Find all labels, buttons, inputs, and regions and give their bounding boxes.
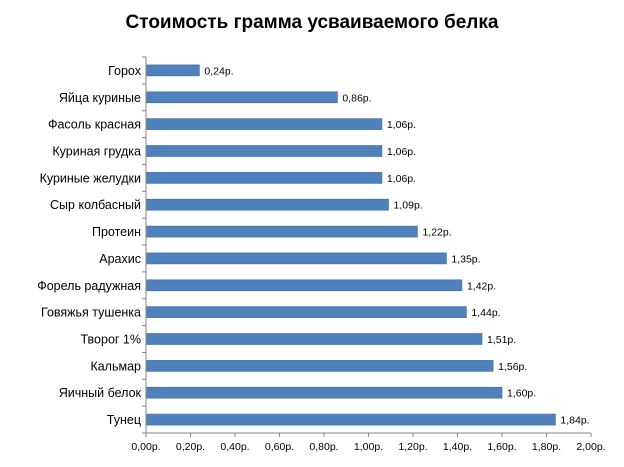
x-tick-label: 0,60р. xyxy=(265,441,294,453)
x-tick-label: 0,00р. xyxy=(131,441,160,453)
data-label: 1,22р. xyxy=(422,227,451,239)
category-label: Горох xyxy=(108,64,142,78)
data-label: 0,24р. xyxy=(204,65,233,77)
bar xyxy=(145,333,483,345)
bar xyxy=(145,386,503,399)
data-label: 1,56р. xyxy=(498,361,527,373)
category-label: Говяжья тушенка xyxy=(41,306,141,320)
x-tick-label: 0,20р. xyxy=(176,441,205,453)
data-label: 1,42р. xyxy=(467,280,496,292)
chart-title: Стоимость грамма усваиваемого белка xyxy=(125,12,499,33)
data-label: 1,06р. xyxy=(387,173,416,185)
x-tick-label: 1,40р. xyxy=(443,441,472,453)
bar xyxy=(145,198,389,211)
data-label: 1,51р. xyxy=(487,334,516,346)
bar xyxy=(145,172,383,184)
bar xyxy=(145,64,200,77)
data-label: 1,84р. xyxy=(560,415,589,427)
bar xyxy=(145,360,494,372)
data-label: 1,60р. xyxy=(507,388,536,400)
category-label: Кальмар xyxy=(90,359,141,373)
data-label: 1,35р. xyxy=(451,253,480,265)
x-tick-label: 0,40р. xyxy=(220,441,249,453)
data-label: 1,06р. xyxy=(387,146,416,158)
data-label: 1,06р. xyxy=(387,119,416,131)
category-label: Арахис xyxy=(99,252,141,266)
bar xyxy=(145,279,463,292)
category-label: Куриные желудки xyxy=(40,171,141,185)
x-tick-label: 0,80р. xyxy=(309,441,338,453)
category-label: Фасоль красная xyxy=(48,118,141,132)
x-tick-label: 1,20р. xyxy=(398,441,427,453)
x-tick-label: 2,00р. xyxy=(576,441,605,453)
bar xyxy=(145,225,418,238)
bar xyxy=(145,91,338,104)
bar xyxy=(145,413,556,426)
bar xyxy=(145,252,447,265)
category-label: Протеин xyxy=(92,225,141,239)
bar xyxy=(145,145,383,157)
category-label: Форель радужная xyxy=(37,279,141,293)
category-label: Яйца куриные xyxy=(59,91,141,105)
data-label: 1,44р. xyxy=(471,307,500,319)
category-label: Творог 1% xyxy=(80,333,141,347)
category-label: Сыр колбасный xyxy=(50,198,141,212)
x-tick-label: 1,00р. xyxy=(354,441,383,453)
bar xyxy=(145,118,383,130)
category-label: Яичный белок xyxy=(59,386,142,400)
data-label: 0,86р. xyxy=(342,92,371,104)
x-tick-label: 1,60р. xyxy=(487,441,516,453)
data-label: 1,09р. xyxy=(394,200,423,212)
category-label: Тунец xyxy=(107,413,141,427)
x-tick-label: 1,80р. xyxy=(532,441,561,453)
bar xyxy=(145,306,467,318)
category-label: Куриная грудка xyxy=(52,145,141,159)
